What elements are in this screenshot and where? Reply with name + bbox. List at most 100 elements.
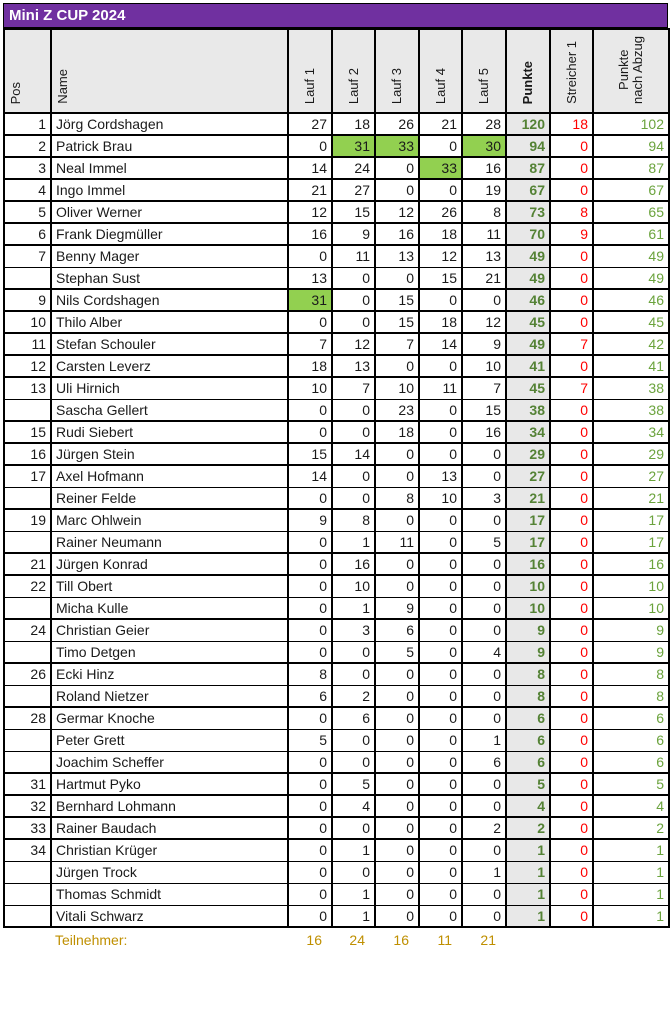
name-cell: Timo Detgen <box>50 640 289 664</box>
lauf-5-cell: 0 <box>461 904 507 928</box>
lauf-5-cell: 0 <box>461 618 507 642</box>
lauf-4-cell: 12 <box>418 244 463 268</box>
punkte-cell: 45 <box>505 376 551 400</box>
lauf-3-cell: 33 <box>374 134 420 158</box>
table-row: 19 Marc Ohlwein 9 8 0 0 0 17 0 17 <box>3 508 670 532</box>
lauf-2-cell: 24 <box>331 156 376 180</box>
punkte-nach-abzug-cell: 17 <box>592 508 670 532</box>
lauf-1-cell: 0 <box>287 134 333 158</box>
pos-cell: 1 <box>3 112 52 136</box>
table-row: Vitali Schwarz 0 1 0 0 0 1 0 1 <box>3 904 670 928</box>
name-cell: Thilo Alber <box>50 310 289 334</box>
lauf-5-cell: 12 <box>461 310 507 334</box>
table-row: 2 Patrick Brau 0 31 33 0 30 94 0 94 <box>3 134 670 158</box>
punkte-cell: 41 <box>505 354 551 378</box>
lauf-5-cell: 16 <box>461 420 507 444</box>
lauf-3-cell: 13 <box>374 244 420 268</box>
punkte-nach-abzug-cell: 6 <box>592 728 670 752</box>
pos-cell: 22 <box>3 574 52 598</box>
table-row: 15 Rudi Siebert 0 0 18 0 16 34 0 34 <box>3 420 670 444</box>
lauf-3-cell: 10 <box>374 376 420 400</box>
lauf-3-cell: 5 <box>374 640 420 664</box>
lauf-1-cell: 8 <box>287 662 333 686</box>
punkte-nach-abzug-cell: 27 <box>592 464 670 488</box>
lauf-2-cell: 11 <box>331 244 376 268</box>
lauf-5-cell: 0 <box>461 684 507 708</box>
lauf-5-cell: 11 <box>461 222 507 246</box>
column-header-lauf5-label: Lauf 5 <box>476 67 491 104</box>
punkte-nach-abzug-cell: 29 <box>592 442 670 466</box>
lauf-3-cell: 23 <box>374 398 420 422</box>
pos-cell <box>3 750 52 774</box>
lauf-2-cell: 2 <box>331 684 376 708</box>
lauf-4-cell: 0 <box>418 530 463 554</box>
lauf-1-cell: 14 <box>287 464 333 488</box>
column-header-punkte-label: Punkte <box>520 60 535 104</box>
lauf-2-cell: 0 <box>331 464 376 488</box>
pos-cell: 24 <box>3 618 52 642</box>
punkte-cell: 9 <box>505 640 551 664</box>
lauf-4-cell: 0 <box>418 838 463 862</box>
lauf-3-cell: 0 <box>374 728 420 752</box>
lauf-1-cell: 0 <box>287 552 333 576</box>
streicher-cell: 0 <box>549 244 594 268</box>
lauf-4-cell: 21 <box>418 112 463 136</box>
results-sheet: Mini Z CUP 2024 Pos Name Lauf 1 Lauf 2 L… <box>3 3 670 949</box>
lauf-2-cell: 7 <box>331 376 376 400</box>
punkte-nach-abzug-cell: 41 <box>592 354 670 378</box>
punkte-cell: 87 <box>505 156 551 180</box>
lauf-5-cell: 28 <box>461 112 507 136</box>
punkte-nach-abzug-cell: 1 <box>592 904 670 928</box>
column-header-punkte-nach-abzug-label: Punkte nach Abzug <box>616 36 645 104</box>
sheet-title: Mini Z CUP 2024 <box>3 3 668 28</box>
column-header-lauf2: Lauf 2 <box>331 28 376 114</box>
column-header-streicher: Streicher 1 <box>549 28 594 114</box>
lauf-2-cell: 0 <box>331 860 376 884</box>
punkte-nach-abzug-cell: 1 <box>592 838 670 862</box>
lauf-3-cell: 12 <box>374 200 420 224</box>
lauf-1-cell: 18 <box>287 354 333 378</box>
lauf-5-cell: 0 <box>461 508 507 532</box>
streicher-cell: 0 <box>549 640 594 664</box>
punkte-cell: 5 <box>505 772 551 796</box>
punkte-nach-abzug-cell: 38 <box>592 398 670 422</box>
lauf-4-cell: 0 <box>418 508 463 532</box>
lauf-5-cell: 9 <box>461 332 507 356</box>
punkte-cell: 34 <box>505 420 551 444</box>
lauf-1-cell: 27 <box>287 112 333 136</box>
pos-cell: 12 <box>3 354 52 378</box>
lauf-2-cell: 10 <box>331 574 376 598</box>
lauf-4-cell: 13 <box>418 464 463 488</box>
lauf-1-cell: 0 <box>287 398 333 422</box>
lauf-5-cell: 0 <box>461 794 507 818</box>
streicher-cell: 0 <box>549 134 594 158</box>
column-header-pos: Pos <box>3 28 52 114</box>
lauf-5-cell: 0 <box>461 464 507 488</box>
pos-cell: 32 <box>3 794 52 818</box>
streicher-cell: 0 <box>549 904 594 928</box>
lauf-3-cell: 0 <box>374 354 420 378</box>
participants-count-lauf2: 24 <box>349 932 365 948</box>
lauf-2-cell: 6 <box>331 706 376 730</box>
lauf-2-cell: 0 <box>331 662 376 686</box>
streicher-cell: 0 <box>549 508 594 532</box>
name-cell: Oliver Werner <box>50 200 289 224</box>
name-cell: Germar Knoche <box>50 706 289 730</box>
participants-count-lauf3: 16 <box>393 932 409 948</box>
pos-cell: 21 <box>3 552 52 576</box>
participants-spacer <box>3 931 50 949</box>
lauf-3-cell: 0 <box>374 662 420 686</box>
lauf-1-cell: 0 <box>287 816 333 840</box>
punkte-nach-abzug-cell: 16 <box>592 552 670 576</box>
punkte-nach-abzug-cell: 1 <box>592 860 670 884</box>
punkte-nach-abzug-cell: 49 <box>592 244 670 268</box>
lauf-4-cell: 0 <box>418 618 463 642</box>
lauf-4-cell: 18 <box>418 310 463 334</box>
table-row: 9 Nils Cordshagen 31 0 15 0 0 46 0 46 <box>3 288 670 312</box>
name-cell: Jürgen Trock <box>50 860 289 884</box>
punkte-cell: 27 <box>505 464 551 488</box>
pos-cell: 19 <box>3 508 52 532</box>
lauf-4-cell: 0 <box>418 354 463 378</box>
lauf-5-cell: 4 <box>461 640 507 664</box>
table-row: Micha Kulle 0 1 9 0 0 10 0 10 <box>3 596 670 620</box>
